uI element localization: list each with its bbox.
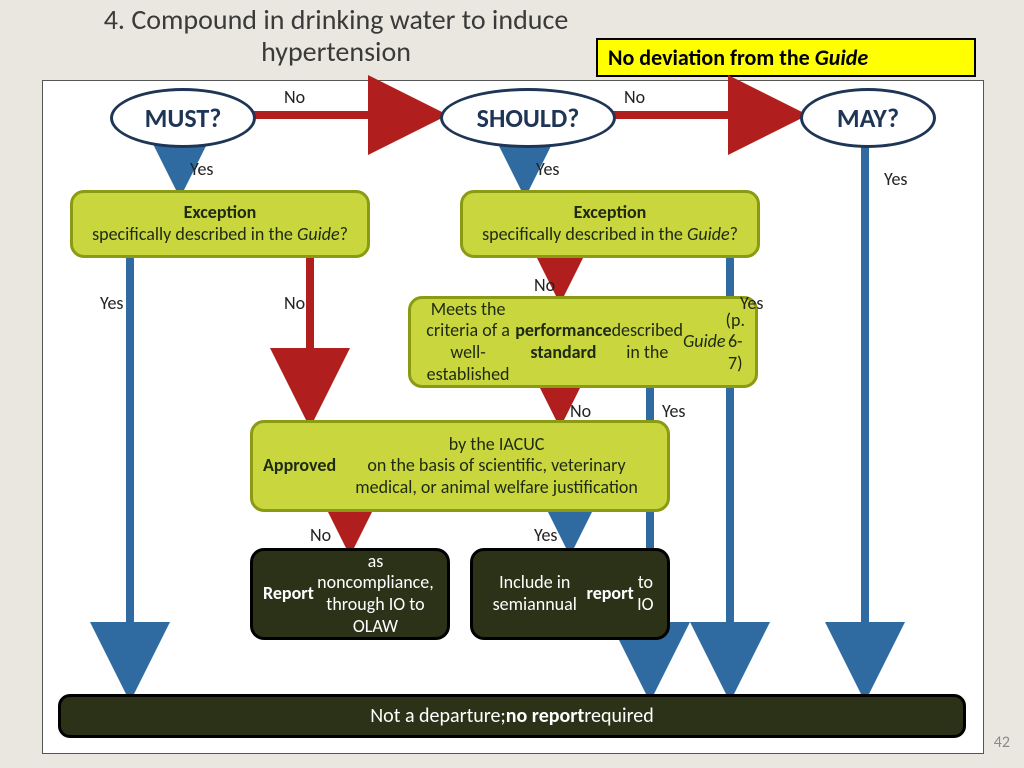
edge-label-9: No [570,400,591,422]
edge-label-3: Yes [536,158,559,180]
node-rep: Report as noncompliance, through IO to O… [250,548,450,640]
node-should: SHOULD? [440,88,616,148]
edge-label-11: No [310,524,331,546]
node-exc_l: Exceptionspecifically described in the G… [70,190,370,258]
node-perf: Meets the criteria of a well-established… [408,296,758,388]
edge-label-7: No [534,274,555,296]
node-exc_r: Exceptionspecifically described in the G… [460,190,760,258]
node-must: MUST? [110,88,256,148]
edge-label-1: No [624,86,645,108]
edge-label-6: No [284,292,305,314]
edge-label-12: Yes [534,524,557,546]
edge-label-5: Yes [100,292,123,314]
edge-label-10: Yes [662,400,685,422]
edge-label-4: Yes [884,168,907,190]
edge-label-0: No [284,86,305,108]
page-number: 42 [994,733,1010,752]
node-bottom: Not a departure; no report required [58,694,966,738]
edge-label-2: Yes [190,158,213,180]
node-appr: Approved by the IACUCon the basis of sci… [250,420,670,512]
node-inc: Include in semiannual report to IO [470,548,670,640]
edge-label-8: Yes [740,292,763,314]
node-may: MAY? [800,88,936,148]
